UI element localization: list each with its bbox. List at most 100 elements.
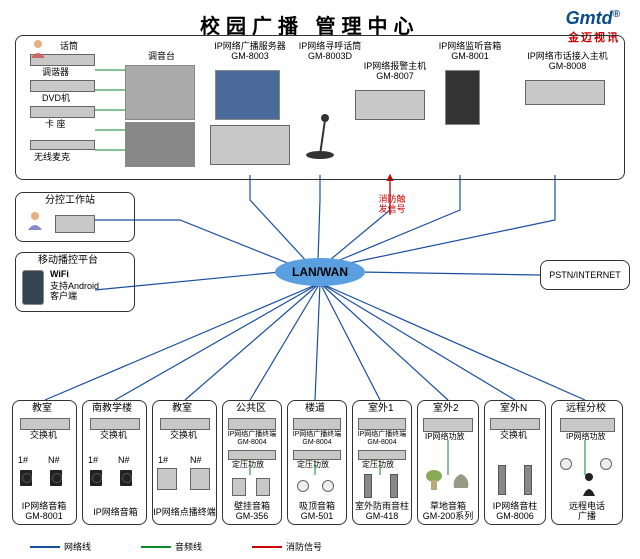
b2-spk1 <box>90 470 102 486</box>
b6-term <box>358 418 406 430</box>
b8-switch <box>490 418 540 430</box>
b6-title: 室外1 <box>368 403 394 414</box>
b1-desc: IP网络音箱 GM-8001 <box>14 502 74 522</box>
b1-title: 教室 <box>32 403 52 414</box>
operator-icon <box>28 38 48 58</box>
dvd-label: DVD机 <box>42 94 70 104</box>
b6-desc: 室外防雨音柱 GM-418 <box>352 502 412 522</box>
b8-col1 <box>498 465 506 495</box>
b2-title: 南教学楼 <box>92 403 132 414</box>
b4-desc: 壁挂音箱 GM-356 <box>222 502 282 522</box>
b8-title: 室外N <box>500 403 527 414</box>
monitor-icon <box>215 70 280 120</box>
operator2-icon <box>25 210 45 230</box>
server-label: IP网络广播服务器GM-8003 <box>210 42 290 62</box>
access-icon <box>525 80 605 105</box>
legend-fire: 消防信号 <box>286 540 322 553</box>
b3-term2 <box>190 468 210 490</box>
tuner-label: 调谐器 <box>42 68 69 78</box>
person-icon <box>580 472 598 496</box>
b6-col1 <box>364 474 372 498</box>
server-icon <box>210 125 290 165</box>
b9-desc: 远程电话 广播 <box>551 502 623 522</box>
b1-n1: 1# <box>18 456 28 466</box>
b8-sw: 交换机 <box>500 431 527 441</box>
b1-spk1 <box>20 470 32 486</box>
b5-spk2 <box>322 480 334 492</box>
fire-signal-label: 消防触 发信号 <box>372 195 412 215</box>
b4-title: 公共区 <box>236 403 266 414</box>
substation-dev-icon <box>55 215 95 233</box>
mixer-rack-icon <box>125 122 195 167</box>
b4-b: 定压功放 <box>232 461 264 470</box>
mixer-label: 调音台 <box>148 52 175 62</box>
rock-icon <box>452 470 470 490</box>
b4-spk2 <box>256 478 270 496</box>
b3-switch <box>160 418 210 430</box>
b1-spk2 <box>50 470 62 486</box>
monitor-spk-icon <box>445 70 480 125</box>
b2-n1: 1# <box>88 456 98 466</box>
mic-label: 话筒 <box>60 42 78 52</box>
b4-spk1 <box>232 478 246 496</box>
b9-spk2 <box>600 458 612 470</box>
pstn-box: PSTN/INTERNET <box>540 260 630 290</box>
b9-a: IP网络功放 <box>566 433 606 442</box>
b1-n2: N# <box>48 456 60 466</box>
b5-term <box>293 418 341 430</box>
substation-label: 分控工作站 <box>45 195 95 206</box>
deck-device <box>30 106 95 118</box>
b6-amp <box>358 450 406 460</box>
mobile-title: 移动播控平台 <box>38 255 98 266</box>
legend-audio: 音频线 <box>175 540 202 553</box>
wmic-device <box>30 140 95 150</box>
b1-switch <box>20 418 70 430</box>
b9-amp <box>560 418 615 432</box>
b6-a: IP网络广播终端 GM-8004 <box>352 431 412 446</box>
b7-title: 室外2 <box>433 403 459 414</box>
dvd-device <box>30 80 95 92</box>
b3-desc: IP网络点播终端 <box>152 508 217 518</box>
b1-sw-label: 交换机 <box>30 431 57 441</box>
access-label: IP网络市话接入主机GM-8008 <box>520 52 615 72</box>
b3-term1 <box>157 468 177 490</box>
b6-b: 定压功放 <box>362 461 394 470</box>
deck-label: 卡 座 <box>45 120 66 130</box>
alarm-icon <box>355 90 425 120</box>
b2-sw-label: 交换机 <box>100 431 127 441</box>
wifi-label: WiFi <box>50 270 69 280</box>
b4-term <box>228 418 276 430</box>
b7-amp <box>423 418 473 432</box>
b9-title: 远程分校 <box>566 403 606 414</box>
lan-wan-node: LAN/WAN <box>275 258 365 286</box>
pager-icon <box>305 110 335 160</box>
b2-switch <box>90 418 140 430</box>
alarm-label: IP网络报警主机GM-8007 <box>355 62 435 82</box>
b7-a: IP网络功放 <box>425 433 465 442</box>
mushroom-icon <box>425 470 443 490</box>
b2-spk2 <box>120 470 132 486</box>
b8-col2 <box>524 465 532 495</box>
brand-logo: Gmtd® <box>566 8 620 29</box>
b2-n2: N# <box>118 456 130 466</box>
b5-b: 定压功放 <box>297 461 329 470</box>
legend: 网络线 音频线 消防信号 <box>30 540 322 553</box>
b4-amp <box>228 450 276 460</box>
b9-spk1 <box>560 458 572 470</box>
legend-net: 网络线 <box>64 540 91 553</box>
b6-col2 <box>390 474 398 498</box>
b5-spk1 <box>297 480 309 492</box>
b3-sw-label: 交换机 <box>170 431 197 441</box>
b7-desc: 草地音箱 GM-200系列 <box>417 502 479 522</box>
b3-n1: 1# <box>158 456 168 466</box>
b4-a: IP网络广播终端 GM-8004 <box>222 431 282 446</box>
b8-desc: IP网络音柱 GM-8006 <box>484 502 546 522</box>
b5-title: 楼道 <box>305 403 325 414</box>
b5-a: IP网络广播终端 GM-8004 <box>287 431 347 446</box>
monitor-label: IP网络监听音箱GM-8001 <box>435 42 505 62</box>
b5-amp <box>293 450 341 460</box>
b5-desc: 吸顶音箱 GM-501 <box>287 502 347 522</box>
mixer-icon <box>125 65 195 120</box>
mobile-desc: 支持Android 客户端 <box>50 282 99 302</box>
pager-label: IP网络寻呼话筒GM-8003D <box>295 42 365 62</box>
